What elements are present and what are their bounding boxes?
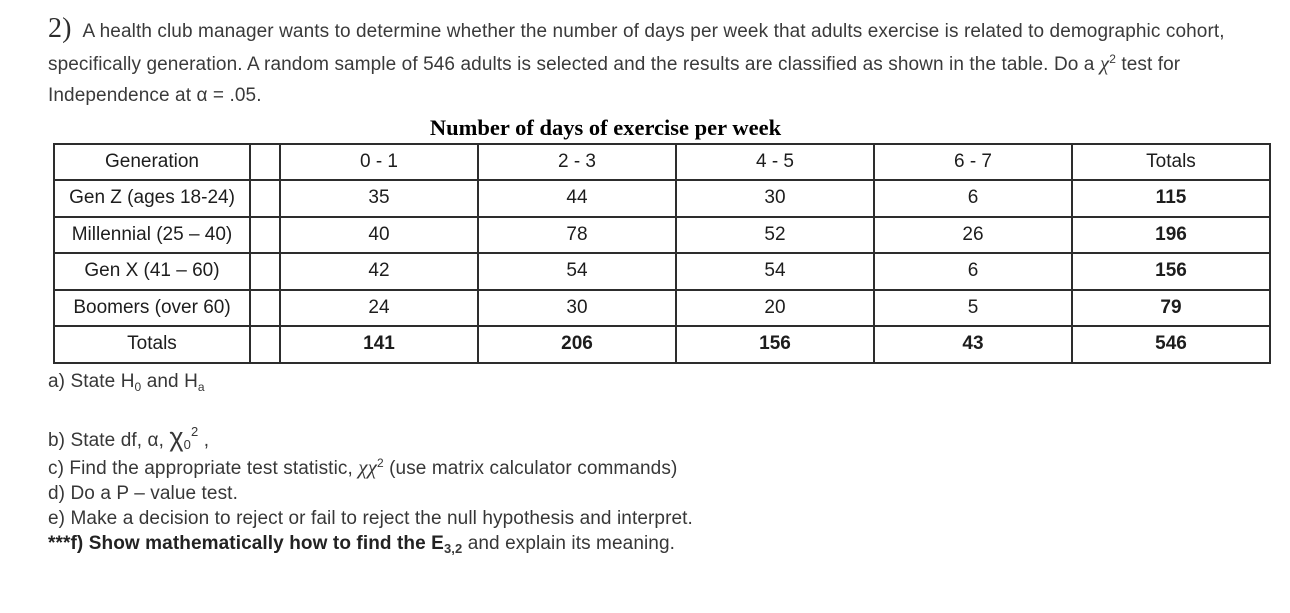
- chi-exponent: 2: [1109, 51, 1116, 66]
- row-label: Gen X (41 – 60): [53, 252, 251, 291]
- question-b: b) State df, α, χ02 ,: [48, 421, 1272, 455]
- table-row: Gen Z (ages 18-24) 35 44 30 6 115: [53, 179, 1271, 218]
- question-b-text: b) State df, α,: [48, 429, 170, 451]
- question-c: c) Find the appropriate test statistic, …: [48, 455, 1272, 481]
- spacer-cell: [249, 142, 281, 181]
- cell: 26: [873, 215, 1073, 254]
- header-0-1: 0 - 1: [279, 142, 479, 181]
- question-a-mid: and H: [141, 370, 198, 392]
- chi-chi-exponent: 2: [376, 455, 384, 470]
- spacer-cell: [249, 288, 281, 327]
- problem-line-2: specifically generation. A random sample…: [48, 48, 1272, 81]
- chi-nought-symbol: χ: [169, 421, 184, 452]
- cell: 24: [279, 288, 479, 327]
- cell: 54: [675, 252, 875, 291]
- header-6-7: 6 - 7: [873, 142, 1073, 181]
- row-label: Millennial (25 – 40): [53, 215, 251, 254]
- question-b-suffix: ,: [198, 429, 210, 451]
- cell: 6: [873, 252, 1073, 291]
- question-e: e) Make a decision to reject or fail to …: [48, 507, 693, 529]
- cell: 6: [873, 179, 1073, 218]
- problem-text-2a: specifically generation. A random sample…: [48, 53, 1100, 75]
- cell: 54: [477, 252, 677, 291]
- cell: 42: [279, 252, 479, 291]
- column-total: 156: [675, 325, 875, 364]
- cell: 5: [873, 288, 1073, 327]
- h-alt-subscript: a: [197, 379, 205, 394]
- cell: 35: [279, 179, 479, 218]
- column-total: 141: [279, 325, 479, 364]
- chi-chi-symbol: χχ: [358, 454, 377, 479]
- question-a: a) State H0 and Ha: [48, 369, 1272, 394]
- question-f-bold: ***f) Show mathematically how to find th…: [48, 532, 444, 554]
- column-total: 43: [873, 325, 1073, 364]
- cell: 40: [279, 215, 479, 254]
- column-total: 206: [477, 325, 677, 364]
- e-cell-subscript: 3,2: [443, 540, 463, 556]
- spacer-cell: [249, 215, 281, 254]
- chi-squared-symbol: χ: [1099, 50, 1110, 75]
- chi-nought-subscript: 0: [183, 436, 191, 452]
- question-list: a) State H0 and Ha b) State df, α, χ02 ,…: [48, 369, 1272, 556]
- frequency-table: Generation 0 - 1 2 - 3 4 - 5 6 - 7 Total…: [53, 142, 1271, 364]
- spacer-cell: [249, 179, 281, 218]
- question-c-text: c) Find the appropriate test statistic,: [48, 457, 359, 479]
- problem-line-1: 2) A health club manager wants to determi…: [48, 13, 1272, 48]
- header-4-5: 4 - 5: [675, 142, 875, 181]
- table-title: Number of days of exercise per week: [429, 114, 782, 140]
- row-total: 115: [1071, 179, 1271, 218]
- question-f-suffix: and explain its meaning.: [462, 532, 676, 554]
- table-row: Gen X (41 – 60) 42 54 54 6 156: [53, 252, 1271, 291]
- question-a-text: a) State H: [48, 370, 135, 392]
- spacer-cell: [249, 325, 281, 364]
- problem-statement: 2) A health club manager wants to determi…: [48, 13, 1272, 112]
- row-label: Gen Z (ages 18-24): [53, 179, 251, 218]
- h-null-subscript: 0: [134, 379, 142, 394]
- chi-nought-exponent: 2: [191, 423, 199, 439]
- question-c-suffix: (use matrix calculator commands): [383, 457, 678, 479]
- cell: 78: [477, 215, 677, 254]
- table-row: Millennial (25 – 40) 40 78 52 26 196: [53, 215, 1271, 254]
- question-f: ***f) Show mathematically how to find th…: [48, 531, 1272, 556]
- cell: 30: [477, 288, 677, 327]
- header-2-3: 2 - 3: [477, 142, 677, 181]
- spacer-cell: [249, 252, 281, 291]
- header-totals: Totals: [1071, 142, 1271, 181]
- header-generation: Generation: [53, 142, 251, 181]
- cell: 20: [675, 288, 875, 327]
- cell: 44: [477, 179, 677, 218]
- table-row: Boomers (over 60) 24 30 20 5 79: [53, 288, 1271, 327]
- question-d: d) Do a P – value test.: [48, 482, 238, 504]
- problem-number: 2): [48, 13, 72, 44]
- problem-text-1: A health club manager wants to determine…: [82, 21, 1225, 42]
- row-total: 196: [1071, 215, 1271, 254]
- problem-line-3: Independence at α = .05.: [48, 85, 262, 106]
- row-total: 79: [1071, 288, 1271, 327]
- table-totals-row: Totals 141 206 156 43 546: [53, 325, 1271, 364]
- cell: 30: [675, 179, 875, 218]
- cell: 52: [675, 215, 875, 254]
- row-total: 156: [1071, 252, 1271, 291]
- problem-text-2b: test for: [1115, 53, 1181, 75]
- table-header-row: Generation 0 - 1 2 - 3 4 - 5 6 - 7 Total…: [53, 142, 1271, 181]
- worksheet-page: 2) A health club manager wants to determi…: [48, 13, 1272, 556]
- row-label: Boomers (over 60): [53, 288, 251, 327]
- grand-total: 546: [1071, 325, 1271, 364]
- totals-label: Totals: [53, 325, 251, 364]
